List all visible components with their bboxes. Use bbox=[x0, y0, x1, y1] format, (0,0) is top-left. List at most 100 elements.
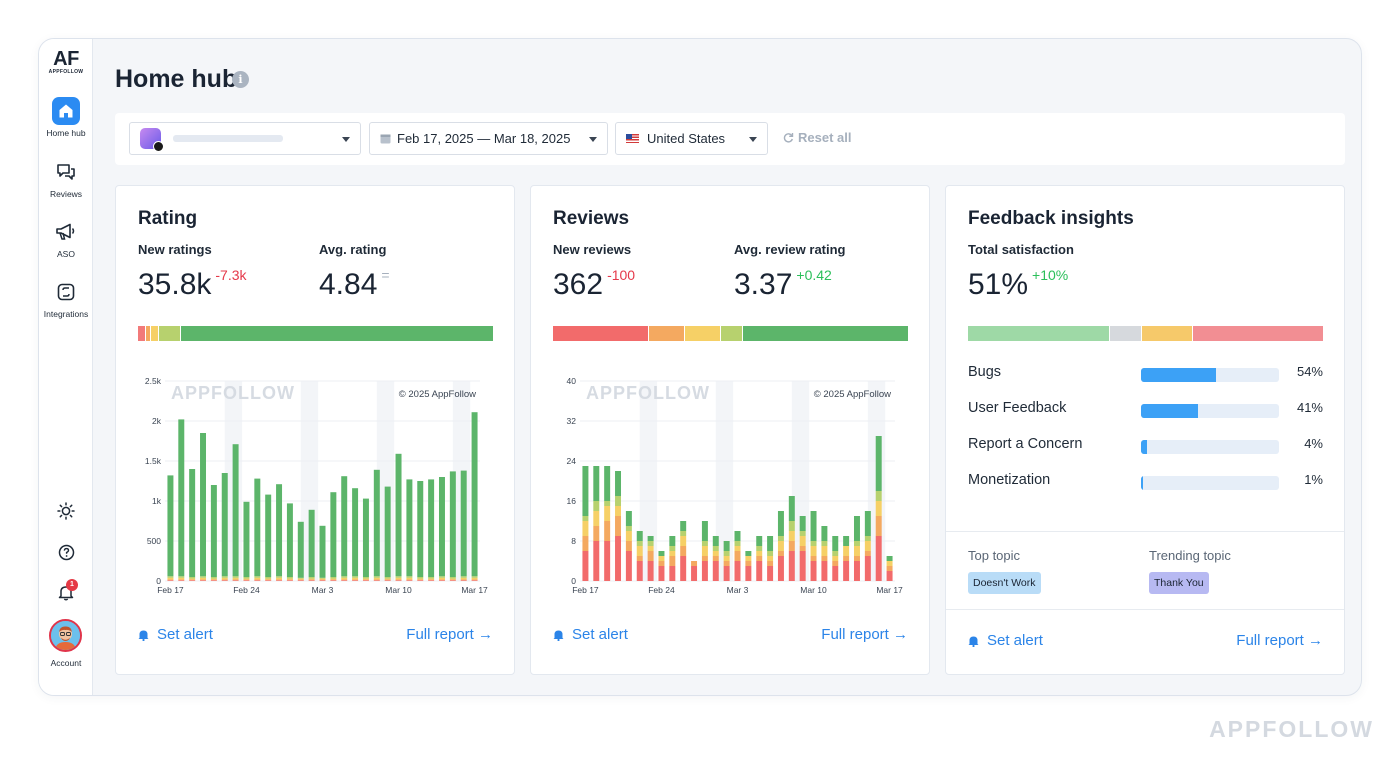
notifications-bell-icon[interactable]: 1 bbox=[52, 578, 80, 606]
chart-bar-segment bbox=[232, 580, 239, 581]
chart-bar-segment bbox=[178, 419, 185, 577]
avg-rating-delta: = bbox=[381, 267, 390, 283]
sidebar-item-home-hub[interactable]: Home hub bbox=[39, 97, 93, 138]
reset-icon bbox=[783, 133, 794, 143]
chart-bar-segment bbox=[799, 516, 806, 531]
chart-bar-segment bbox=[373, 469, 380, 577]
chart-bar-segment bbox=[341, 580, 348, 581]
chart-bar-segment bbox=[286, 579, 293, 581]
card-footer: Set alert Full report → bbox=[138, 626, 493, 643]
chart-bar-segment bbox=[593, 466, 600, 501]
sidebar-item-aso[interactable]: ASO bbox=[39, 218, 93, 259]
full-report-link[interactable]: Full report → bbox=[406, 626, 493, 643]
chart-bar-segment bbox=[406, 576, 413, 578]
chart-bar-segment bbox=[276, 576, 283, 578]
x-tick-label: Mar 17 bbox=[461, 585, 488, 595]
chart-bar-segment bbox=[658, 556, 665, 561]
reviews-card: Reviews New reviews Avg. review rating 3… bbox=[530, 185, 930, 675]
category-name: Monetization bbox=[968, 472, 1051, 488]
chart-bar-segment bbox=[647, 536, 654, 541]
set-alert-button[interactable]: Set alert bbox=[968, 632, 1043, 649]
chart-bar-segment bbox=[615, 496, 622, 506]
chart-bar-segment bbox=[167, 577, 174, 580]
chart-bar-segment bbox=[734, 541, 741, 546]
calendar-icon bbox=[380, 134, 391, 144]
reset-all-button[interactable]: Reset all bbox=[783, 130, 851, 145]
distribution-segment bbox=[684, 326, 721, 341]
chart-bar-segment bbox=[723, 566, 730, 581]
info-icon[interactable]: i bbox=[232, 71, 249, 88]
full-report-link[interactable]: Full report → bbox=[821, 626, 908, 643]
chart-bar-segment bbox=[712, 546, 719, 551]
category-row-user-feedback[interactable]: User Feedback 41% bbox=[968, 400, 1323, 420]
avatar-illustration bbox=[51, 621, 80, 650]
chart-bar-segment bbox=[417, 578, 424, 580]
date-range-value: Feb 17, 2025 — Mar 18, 2025 bbox=[397, 131, 571, 146]
card-title: Reviews bbox=[553, 208, 630, 229]
logo[interactable]: AF APPFOLLOW bbox=[39, 49, 93, 76]
chart-bar-segment bbox=[308, 509, 315, 577]
chart-bar-segment bbox=[330, 579, 337, 581]
category-percent: 4% bbox=[1304, 436, 1323, 451]
chart-bar-segment bbox=[615, 506, 622, 516]
account-label: Account bbox=[50, 658, 82, 668]
chart-bar-segment bbox=[734, 531, 741, 541]
card-footer: Set alert Full report → bbox=[553, 626, 908, 643]
trending-topic-chip[interactable]: Thank You bbox=[1149, 572, 1209, 594]
app-select[interactable] bbox=[129, 122, 361, 155]
total-satisfaction-label: Total satisfaction bbox=[968, 242, 1074, 257]
top-topic-chip[interactable]: Doesn't Work bbox=[968, 572, 1041, 594]
avatar[interactable] bbox=[49, 619, 82, 652]
ratings-bar-chart: 0 500 1k 1.5k 2k 2.5k APPFOLLOW © 2025 AppFollo… bbox=[145, 376, 488, 595]
avg-review-rating-delta: +0.42 bbox=[796, 267, 832, 283]
chart-bar-segment bbox=[810, 541, 817, 546]
full-report-link[interactable]: Full report → bbox=[1236, 632, 1323, 649]
distribution-segment bbox=[150, 326, 159, 341]
country-select[interactable]: United States bbox=[615, 122, 768, 155]
category-bar-track bbox=[1141, 368, 1279, 382]
distribution-segment bbox=[138, 326, 147, 341]
trending-topic-label: Trending topic bbox=[1149, 548, 1231, 563]
x-tick-label: Mar 3 bbox=[312, 585, 334, 595]
category-row-report-a-concern[interactable]: Report a Concern 4% bbox=[968, 436, 1323, 456]
chart-bar-segment bbox=[167, 576, 174, 578]
chart-bar-segment bbox=[691, 561, 698, 566]
chart-bar-segment bbox=[471, 580, 478, 581]
chart-bar-segment bbox=[384, 579, 391, 581]
chart-bar-segment bbox=[319, 577, 326, 579]
chart-bar-segment bbox=[178, 579, 185, 581]
chart-bar-segment bbox=[886, 561, 893, 566]
set-alert-button[interactable]: Set alert bbox=[138, 626, 213, 643]
chart-bar-segment bbox=[723, 556, 730, 561]
category-row-bugs[interactable]: Bugs 54% bbox=[968, 364, 1323, 384]
chart-bar-segment bbox=[582, 521, 589, 536]
chart-bar-segment bbox=[308, 580, 315, 581]
chart-bar-segment bbox=[254, 580, 261, 581]
set-alert-label: Set alert bbox=[157, 626, 213, 643]
category-percent: 41% bbox=[1296, 400, 1323, 415]
chart-bar-segment bbox=[189, 578, 196, 580]
chart-watermark: APPFOLLOW bbox=[171, 383, 295, 403]
chart-bar-segment bbox=[221, 473, 228, 577]
chart-bar-segment bbox=[167, 579, 174, 581]
chart-bar-segment bbox=[417, 481, 424, 577]
reviews-distribution-bar bbox=[553, 326, 908, 341]
set-alert-button[interactable]: Set alert bbox=[553, 626, 628, 643]
reset-all-label: Reset all bbox=[798, 130, 852, 145]
y-tick-label: 16 bbox=[567, 496, 577, 506]
category-row-monetization[interactable]: Monetization 1% bbox=[968, 472, 1323, 492]
chart-bar-segment bbox=[178, 580, 185, 581]
avg-review-rating-label: Avg. review rating bbox=[734, 242, 846, 257]
date-range-select[interactable]: Feb 17, 2025 — Mar 18, 2025 bbox=[369, 122, 608, 155]
sidebar-item-reviews[interactable]: Reviews bbox=[39, 158, 93, 199]
set-alert-label: Set alert bbox=[572, 626, 628, 643]
distribution-segment bbox=[648, 326, 685, 341]
chart-bar-segment bbox=[362, 498, 369, 577]
chart-bar-segment bbox=[886, 571, 893, 581]
theme-toggle-sun-icon[interactable] bbox=[52, 497, 80, 525]
chart-bar-segment bbox=[658, 566, 665, 581]
sidebar-item-integrations[interactable]: Integrations bbox=[39, 278, 93, 319]
distribution-segment bbox=[1192, 326, 1323, 341]
chart-bar-segment bbox=[200, 579, 207, 581]
help-icon[interactable] bbox=[52, 538, 80, 566]
